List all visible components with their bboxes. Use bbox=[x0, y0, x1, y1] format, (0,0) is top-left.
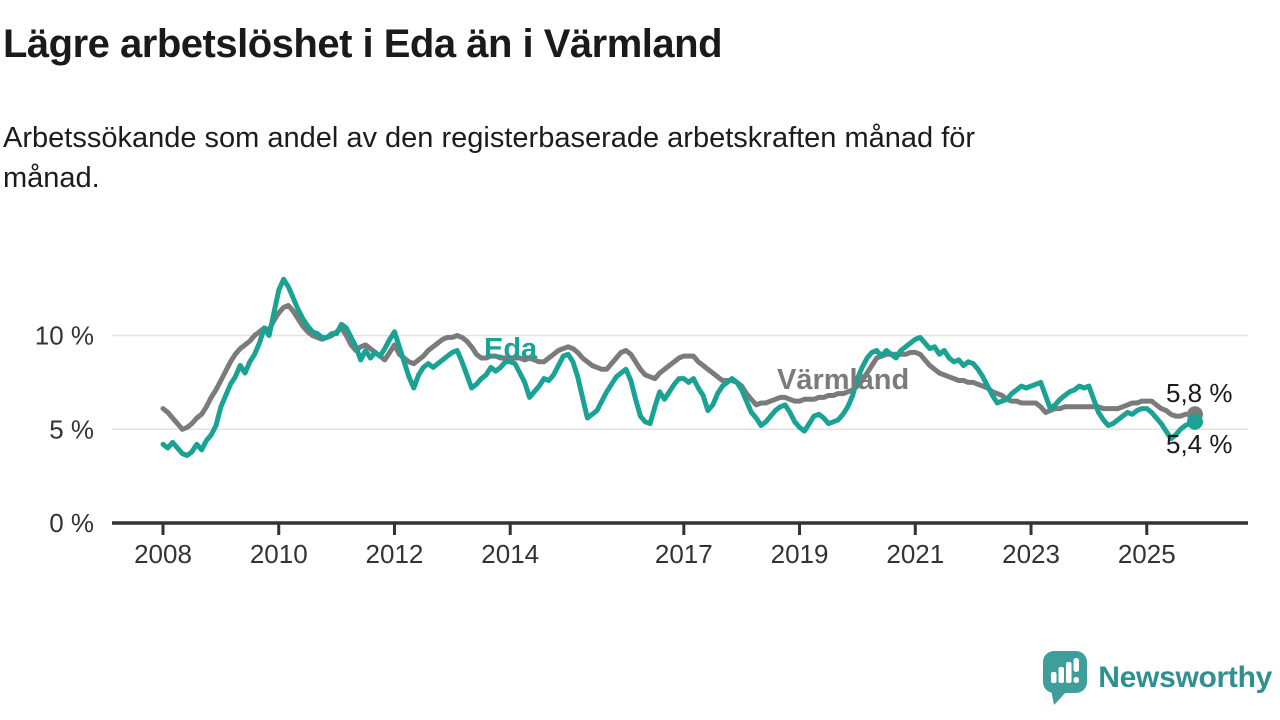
newsworthy-brand-text: Newsworthy bbox=[1098, 661, 1272, 694]
chart-subtitle: Arbetssökande som andel av den registerb… bbox=[3, 118, 975, 198]
subtitle-line-1: Arbetssökande som andel av den registerb… bbox=[3, 122, 976, 154]
series-label-eda: Eda bbox=[484, 333, 538, 365]
y-axis-tick-label: 10 % bbox=[35, 321, 94, 351]
x-axis-tick-label: 2010 bbox=[250, 539, 308, 569]
x-axis-tick-label: 2025 bbox=[1118, 539, 1176, 569]
end-value-label-eda: 5,4 % bbox=[1166, 429, 1233, 459]
series-line-eda bbox=[160, 276, 1198, 458]
x-axis-tick-label: 2021 bbox=[886, 539, 944, 569]
x-axis-tick-label: 2023 bbox=[1002, 539, 1060, 569]
x-axis-tick-label: 2014 bbox=[481, 539, 539, 569]
speech-bubble-chart-icon bbox=[1043, 651, 1088, 705]
page-title: Lägre arbetslöshet i Eda än i Värmland bbox=[3, 22, 723, 66]
subtitle-line-2: månad. bbox=[3, 162, 100, 194]
y-axis-tick-label: 5 % bbox=[49, 414, 94, 444]
y-axis-tick-label: 0 % bbox=[49, 508, 94, 538]
end-value-label-värmland: 5,8 % bbox=[1166, 378, 1233, 408]
x-axis-tick-label: 2012 bbox=[366, 539, 424, 569]
x-axis-tick-label: 2008 bbox=[134, 539, 192, 569]
newsworthy-logo: Newsworthy bbox=[1042, 650, 1272, 706]
series-line-värmland bbox=[160, 303, 1198, 432]
series-label-värmland: Värmland bbox=[777, 364, 909, 396]
series-end-dot-eda bbox=[1186, 413, 1203, 430]
x-axis-tick-label: 2019 bbox=[771, 539, 829, 569]
x-axis-tick-label: 2017 bbox=[655, 539, 713, 569]
